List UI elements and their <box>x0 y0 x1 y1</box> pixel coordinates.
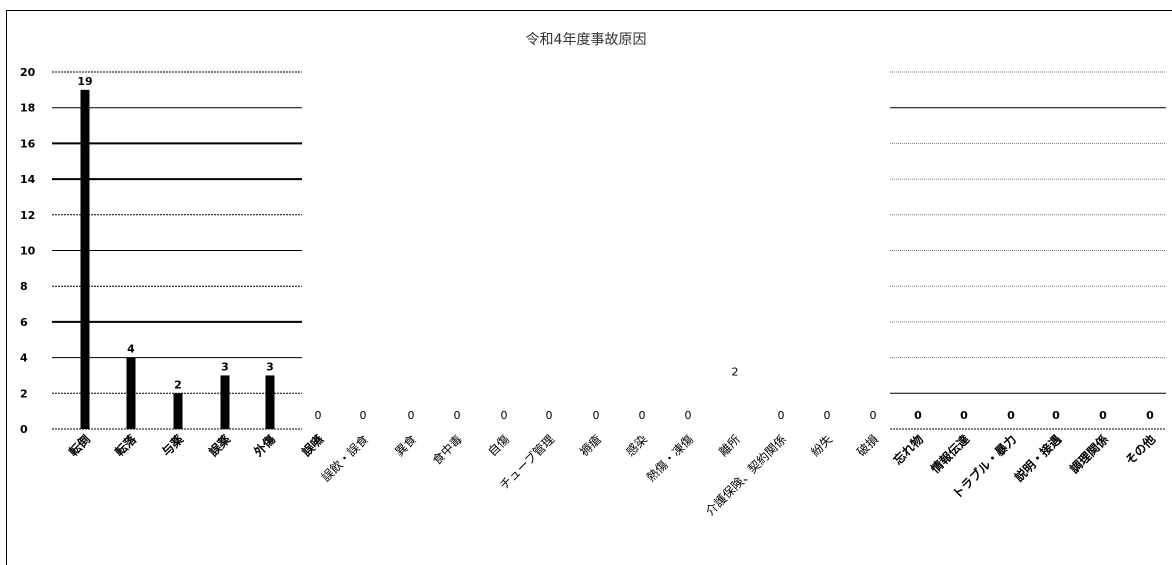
category-label-13: 感染 <box>623 432 651 460</box>
category-label-15: 離所 <box>716 432 743 459</box>
data-label-2: 4 <box>127 343 135 356</box>
category-label-12: 褥瘡 <box>577 432 605 460</box>
category-label-9: 食中毒 <box>429 432 465 468</box>
y-tick-label: 18 <box>20 102 35 115</box>
chart-frame <box>6 10 1172 565</box>
data-label-8: 0 <box>408 409 415 422</box>
data-label-20: 0 <box>960 409 968 422</box>
data-label-21: 0 <box>1007 409 1015 422</box>
category-label-19: 忘れ物 <box>890 432 926 468</box>
bar-1 <box>80 89 90 429</box>
data-label-19: 0 <box>914 409 922 422</box>
data-label-10: 0 <box>501 409 508 422</box>
data-label-13: 0 <box>639 409 646 422</box>
category-label-5: 外傷 <box>251 432 279 460</box>
data-label-6: 0 <box>315 409 322 422</box>
category-label-18: 破損 <box>854 432 882 460</box>
bar-3 <box>173 393 183 429</box>
category-label-1: 転倒 <box>66 432 94 460</box>
data-label-16: 0 <box>778 409 785 422</box>
data-label-14: 0 <box>685 409 692 422</box>
category-label-20: 情報伝達 <box>928 432 973 477</box>
category-label-8: 異食 <box>392 432 420 460</box>
data-label-22: 0 <box>1052 409 1060 422</box>
category-label-10: 自傷 <box>485 432 513 460</box>
category-label-23: 調理関係 <box>1067 432 1112 477</box>
data-label-15: 2 <box>732 365 739 378</box>
data-label-17: 0 <box>824 409 831 422</box>
category-label-22: 説明・接遇 <box>1011 432 1064 485</box>
y-tick-label: 8 <box>20 280 28 293</box>
category-label-3: 与薬 <box>159 432 187 460</box>
y-tick-label: 14 <box>20 173 36 186</box>
category-label-2: 転落 <box>112 431 140 459</box>
y-tick-label: 12 <box>20 209 35 222</box>
y-tick-label: 2 <box>20 387 28 400</box>
data-label-12: 0 <box>593 409 600 422</box>
y-tick-label: 4 <box>20 352 28 365</box>
bar-4 <box>220 375 230 429</box>
y-tick-label: 6 <box>20 316 28 329</box>
y-tick-label: 0 <box>20 423 28 436</box>
data-label-5: 3 <box>266 360 274 373</box>
data-label-24: 0 <box>1146 409 1154 422</box>
chart-title: 令和4年度事故原因 <box>526 32 647 48</box>
data-label-4: 3 <box>221 360 229 373</box>
bar-5 <box>265 375 275 429</box>
category-label-24: その他 <box>1122 432 1158 468</box>
category-label-16: 介護保険、契約関係 <box>702 432 789 519</box>
data-label-18: 0 <box>870 409 877 422</box>
y-tick-label: 20 <box>20 66 36 79</box>
bar-2 <box>126 357 136 429</box>
y-tick-label: 16 <box>20 137 36 150</box>
data-label-23: 0 <box>1099 409 1107 422</box>
y-tick-label: 10 <box>20 245 36 258</box>
data-label-1: 19 <box>77 75 92 88</box>
category-label-4: 誤薬 <box>206 432 234 460</box>
category-label-6: 誤嚥 <box>299 432 327 460</box>
category-label-7: 誤飲・誤食 <box>318 432 371 485</box>
data-label-7: 0 <box>360 409 367 422</box>
category-label-17: 紛失 <box>808 432 836 460</box>
data-label-3: 2 <box>174 378 182 391</box>
category-label-14: 熱傷・凍傷 <box>643 432 696 485</box>
data-label-9: 0 <box>454 409 461 422</box>
data-label-11: 0 <box>546 409 553 422</box>
